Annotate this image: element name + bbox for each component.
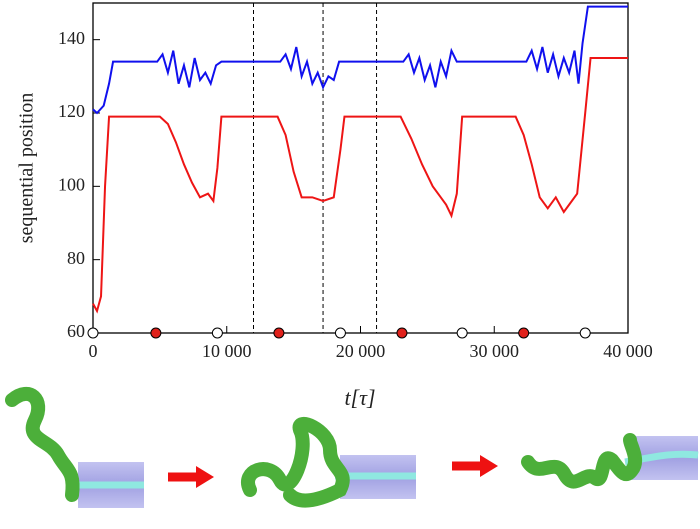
x-tick-label: 0	[89, 341, 98, 361]
filled-marker	[273, 327, 285, 339]
series-line	[92, 5, 628, 115]
illustration	[5, 387, 699, 508]
x-tick-label: 40 000	[603, 341, 653, 361]
polymer	[241, 417, 350, 508]
open-marker	[456, 327, 468, 339]
y-tick-label: 100	[58, 174, 85, 194]
open-marker	[87, 327, 99, 339]
filled-marker	[396, 327, 408, 339]
x-tick-label: 10 000	[202, 341, 252, 361]
arrow-head	[196, 466, 214, 488]
open-marker	[334, 327, 346, 339]
x-tick-label: 20 000	[336, 341, 386, 361]
polymer	[5, 387, 80, 502]
polymer	[521, 433, 643, 489]
y-tick-label: 60	[67, 321, 85, 341]
y-axis-label: sequential position	[16, 93, 38, 244]
arrow-head	[480, 455, 498, 477]
open-marker	[579, 327, 591, 339]
series-line	[92, 57, 628, 314]
filled-marker	[150, 327, 162, 339]
x-tick-label: 30 000	[470, 341, 520, 361]
y-tick-label: 140	[58, 28, 85, 48]
y-tick-label: 80	[67, 248, 85, 268]
x-axis-label: t[τ]	[344, 385, 375, 410]
filled-marker	[518, 327, 530, 339]
open-marker	[211, 327, 223, 339]
y-tick-label: 120	[58, 101, 85, 121]
